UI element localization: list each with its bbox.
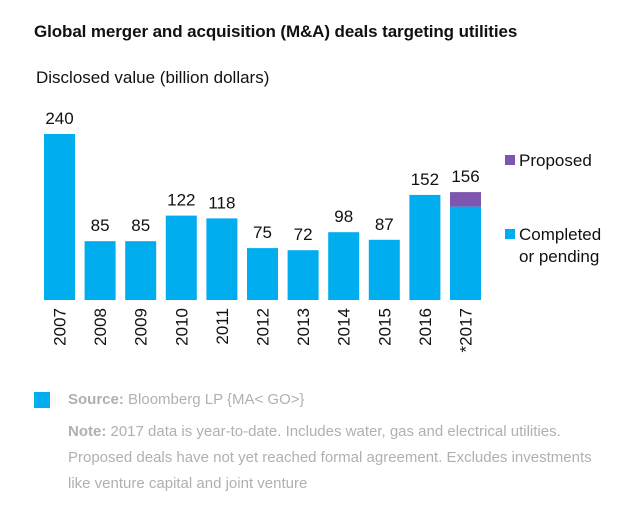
value-label: 98 <box>334 207 353 226</box>
note-label: Note: <box>68 423 107 440</box>
x-tick-label: 2013 <box>294 308 313 346</box>
source-square-icon <box>34 392 50 408</box>
value-label: 85 <box>131 216 150 235</box>
x-tick-label: 2009 <box>132 308 151 346</box>
x-tick-label: 2015 <box>375 308 394 346</box>
bar-completed-2010 <box>165 215 197 300</box>
value-label: 72 <box>294 225 313 244</box>
x-tick-label: 2008 <box>91 308 110 346</box>
y-axis-label: Disclosed value (billion dollars) <box>36 68 270 87</box>
bar-completed-2011 <box>206 218 238 300</box>
value-label: 75 <box>253 223 272 242</box>
legend-proposed-swatch <box>505 155 515 165</box>
note-line: Note: 2017 data is year-to-date. Include… <box>68 419 608 497</box>
value-label: 87 <box>375 215 394 234</box>
source-label: Source: <box>68 391 124 408</box>
bar-completed-2013 <box>287 250 319 300</box>
legend-completed-label: Completed <box>519 225 601 244</box>
bar-completed-2007 <box>44 134 75 300</box>
value-label: 85 <box>91 216 110 235</box>
bar-completed-2012 <box>247 248 278 300</box>
bar-completed-2008 <box>84 241 116 300</box>
x-tick-label: 2007 <box>51 308 70 346</box>
x-tick-label: 2014 <box>335 308 354 346</box>
source-line: Source: Bloomberg LP {MA< GO>} <box>68 391 305 408</box>
bar-completed-2015 <box>368 239 400 300</box>
x-tick-label: 2016 <box>416 308 435 346</box>
legend-completed-label: or pending <box>519 247 599 266</box>
value-label: 118 <box>208 193 235 212</box>
x-tick-label: 2010 <box>172 308 191 346</box>
value-label: 156 <box>451 167 479 186</box>
bar-proposed-2017 <box>450 192 481 207</box>
chart: 240 2007 85 2008 85 2009 122 2010 118 2011 75 2012 7… <box>44 109 601 352</box>
source-text: Bloomberg LP {MA< GO>} <box>123 391 305 408</box>
bar-completed-2017 <box>450 206 481 300</box>
legend-completed-swatch <box>505 229 515 239</box>
bar-completed-2016 <box>409 194 441 300</box>
x-tick-label: *2017 <box>457 308 476 352</box>
legend-proposed-label: Proposed <box>519 151 592 170</box>
value-label: 240 <box>45 109 73 128</box>
x-tick-label: 2012 <box>254 308 273 346</box>
value-label: 122 <box>167 191 195 210</box>
chart-title: Global merger and acquisition (M&A) deal… <box>34 22 518 41</box>
bar-completed-2014 <box>328 232 360 300</box>
bar-completed-2009 <box>125 241 157 300</box>
x-tick-label: 2011 <box>213 308 232 345</box>
note-text: 2017 data is year-to-date. Includes wate… <box>68 423 592 492</box>
value-label: 152 <box>411 170 439 189</box>
